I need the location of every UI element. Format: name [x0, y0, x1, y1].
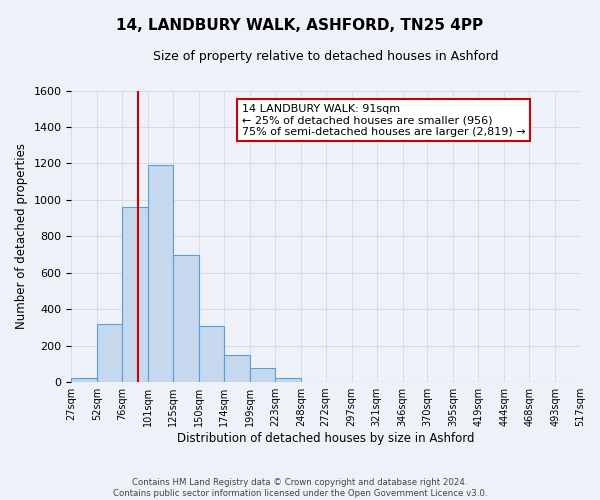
Bar [224, 355, 250, 382]
Bar [275, 378, 301, 382]
Bar [199, 326, 224, 382]
Bar [71, 378, 97, 382]
Bar [250, 368, 275, 382]
Text: 14 LANDBURY WALK: 91sqm
← 25% of detached houses are smaller (956)
75% of semi-d: 14 LANDBURY WALK: 91sqm ← 25% of detache… [242, 104, 526, 137]
Bar [122, 207, 148, 382]
X-axis label: Distribution of detached houses by size in Ashford: Distribution of detached houses by size … [177, 432, 475, 445]
Text: Contains HM Land Registry data © Crown copyright and database right 2024.
Contai: Contains HM Land Registry data © Crown c… [113, 478, 487, 498]
Text: 14, LANDBURY WALK, ASHFORD, TN25 4PP: 14, LANDBURY WALK, ASHFORD, TN25 4PP [116, 18, 484, 32]
Y-axis label: Number of detached properties: Number of detached properties [15, 144, 28, 330]
Bar [173, 254, 199, 382]
Bar [148, 166, 173, 382]
Title: Size of property relative to detached houses in Ashford: Size of property relative to detached ho… [153, 50, 499, 63]
Bar [97, 324, 122, 382]
